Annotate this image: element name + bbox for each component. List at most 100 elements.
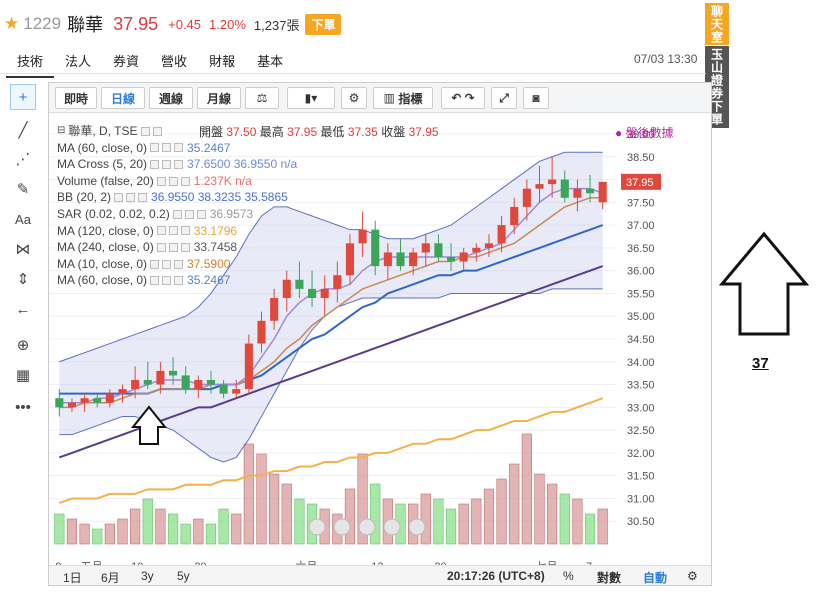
tab-margin[interactable]: 券資: [113, 54, 140, 69]
legend-row: BB (20, 2) 36.9550 38.3235 35.5865: [57, 189, 297, 206]
quote-header: ★ 1229 聯華 37.95 +0.45 1.20% 1,237張 下單: [4, 10, 342, 38]
legend-remove-icon[interactable]: [174, 259, 184, 269]
compare-scale-icon[interactable]: ⚖: [245, 87, 279, 109]
legend-remove-icon[interactable]: [174, 143, 184, 153]
crosshair-icon[interactable]: +: [10, 84, 36, 110]
high-label: 最高: [259, 125, 284, 139]
legend-settings-icon[interactable]: [162, 259, 172, 269]
price-tick-label: 36.50: [627, 243, 655, 255]
intraday-button[interactable]: 即時: [55, 87, 97, 109]
price-percent: 1.20%: [209, 16, 246, 32]
legend-settings-icon[interactable]: [162, 276, 172, 286]
volume-bar: [130, 508, 141, 545]
legend-settings-icon[interactable]: [152, 126, 162, 136]
candle-body: [295, 279, 304, 289]
percent-toggle[interactable]: %: [563, 569, 574, 583]
legend-eye-icon[interactable]: [150, 159, 160, 169]
pattern-icon[interactable]: ⋈: [15, 241, 31, 258]
volume-bar: [344, 488, 356, 545]
legend-eye-icon[interactable]: [156, 176, 166, 186]
chat-room-button[interactable]: 聊天室: [705, 3, 729, 45]
after-hours-link[interactable]: ● 盤後數據: [615, 126, 674, 140]
after-hours-label: 盤後數據: [625, 126, 674, 140]
legend-remove-icon[interactable]: [180, 176, 190, 186]
legend-settings-icon[interactable]: [162, 143, 172, 153]
legend-eye-icon[interactable]: [140, 126, 150, 136]
measure-icon[interactable]: ⇕: [16, 271, 30, 288]
legend-row-value: 36.9550 38.3235 35.5865: [151, 190, 288, 205]
legend-settings-icon[interactable]: [168, 176, 178, 186]
range-5y[interactable]: 5y: [177, 569, 190, 583]
legend-settings-icon[interactable]: [168, 226, 178, 236]
legend-symbol-row: ⊟ 聯華, D, TSE: [57, 123, 297, 140]
legend-settings-icon[interactable]: [168, 242, 178, 252]
legend-remove-icon[interactable]: [138, 193, 148, 203]
brush-icon[interactable]: ✎: [16, 181, 30, 198]
monthly-button[interactable]: 月線: [197, 87, 241, 109]
stock-price: 37.95: [113, 13, 159, 34]
fib-tool-icon[interactable]: ⋰: [15, 151, 31, 168]
tab-revenue[interactable]: 營收: [161, 54, 188, 69]
range-1d[interactable]: 1日: [63, 571, 82, 585]
camera-icon[interactable]: ◙: [523, 87, 549, 109]
weekly-button[interactable]: 週線: [149, 87, 193, 109]
candle-body: [55, 398, 64, 408]
legend-eye-icon[interactable]: [150, 259, 160, 269]
zoom-in-icon[interactable]: ⊕: [16, 337, 30, 354]
legend-remove-icon[interactable]: [180, 226, 190, 236]
legend-remove-icon[interactable]: [174, 159, 184, 169]
range-3y[interactable]: 3y: [141, 569, 154, 583]
log-toggle[interactable]: 對數: [597, 571, 622, 585]
ruler-icon[interactable]: ▦: [15, 367, 31, 384]
collapse-icon[interactable]: ⊟: [57, 125, 66, 136]
price-chart[interactable]: 39.0038.5038.0037.5037.0036.5036.0035.50…: [49, 114, 711, 584]
text-tool-icon[interactable]: Aa: [15, 211, 31, 227]
small-up-arrow-annotation: [130, 405, 168, 445]
clock: 20:17:26 (UTC+8): [447, 569, 545, 583]
order-button[interactable]: 下單: [305, 13, 342, 35]
scale-settings-icon[interactable]: ⚙: [687, 569, 698, 583]
legend-eye-icon[interactable]: [114, 193, 124, 203]
range-6m[interactable]: 6月: [101, 571, 120, 585]
volume-bar: [117, 518, 128, 545]
legend-remove-icon[interactable]: [196, 209, 206, 219]
legend-settings-icon[interactable]: [184, 209, 194, 219]
fullscreen-icon[interactable]: ⤢: [491, 87, 517, 109]
chart-widget: 即時 日線 週線 月線 ⚖ ▮▾ ⚙ ▥ 指標 ↶ ↷ ⤢ ◙ 39.00 38.…: [48, 82, 712, 586]
legend-settings-icon[interactable]: [162, 159, 172, 169]
candle-type-icon[interactable]: ▮▾: [287, 87, 335, 109]
candle-body: [598, 181, 607, 203]
close-label: 收盤: [381, 125, 406, 139]
legend-eye-icon[interactable]: [172, 209, 182, 219]
price-tick-label: 32.00: [627, 448, 655, 460]
volume-bar: [180, 523, 191, 545]
tab-institutional[interactable]: 法人: [65, 54, 92, 69]
auto-toggle[interactable]: 自動: [643, 571, 668, 585]
favorite-star-icon[interactable]: ★: [4, 14, 20, 33]
candle-body: [586, 188, 595, 194]
settings-gear-icon[interactable]: ⚙: [341, 87, 367, 109]
undo-redo-icon[interactable]: ↶ ↷: [441, 87, 485, 109]
volume-bar: [584, 513, 596, 545]
tab-financials[interactable]: 財報: [209, 54, 236, 69]
legend-settings-icon[interactable]: [126, 193, 136, 203]
legend-eye-icon[interactable]: [150, 143, 160, 153]
back-arrow-icon[interactable]: ←: [15, 300, 31, 318]
legend-eye-icon[interactable]: [150, 276, 160, 286]
volume-bar: [458, 503, 469, 545]
trend-line-icon[interactable]: ╱: [18, 122, 28, 139]
daily-button[interactable]: 日線: [101, 87, 145, 109]
tab-technical[interactable]: 技術: [6, 48, 55, 78]
volume-bar: [269, 473, 280, 545]
legend-remove-icon[interactable]: [174, 276, 184, 286]
legend-remove-icon[interactable]: [180, 242, 190, 252]
indicators-button[interactable]: ▥ 指標: [373, 87, 433, 109]
legend-row-value: 35.2467: [187, 273, 231, 288]
legend-row-value: 33.1796: [193, 223, 238, 238]
tab-basic[interactable]: 基本: [257, 54, 284, 69]
candle-body: [232, 389, 241, 394]
more-icon[interactable]: •••: [15, 398, 31, 416]
legend-eye-icon[interactable]: [156, 242, 166, 252]
legend-eye-icon[interactable]: [156, 226, 166, 236]
candle-body: [105, 393, 114, 403]
